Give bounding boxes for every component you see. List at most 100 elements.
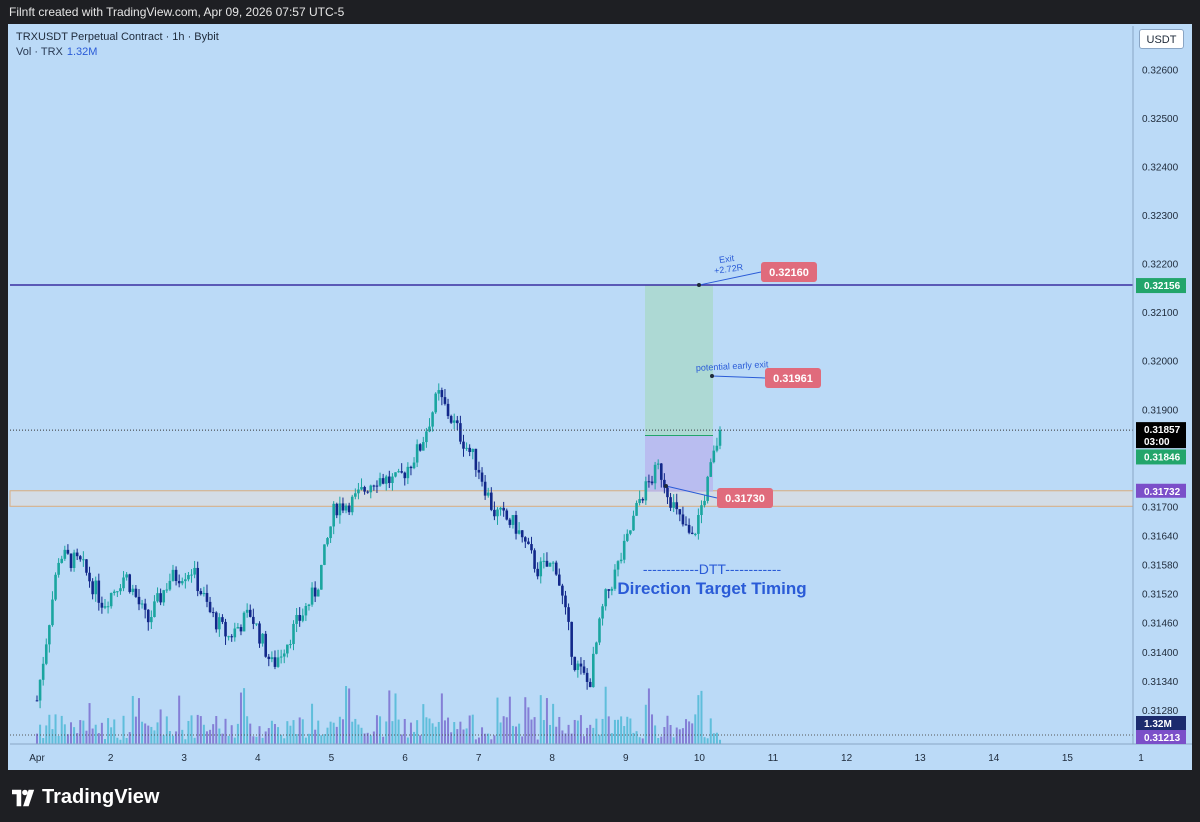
x-tick-label: 14 (988, 753, 1000, 764)
volume-bar (141, 721, 144, 744)
candle-body (452, 420, 456, 423)
candle-body (700, 505, 703, 516)
exit-label-tag (761, 262, 817, 282)
candle-body (326, 538, 329, 545)
candle-body (641, 498, 645, 501)
volume-bar (261, 737, 264, 744)
candle-body (601, 606, 604, 619)
candle-body (233, 628, 237, 638)
exit-label-text: 0.32160 (769, 267, 809, 279)
stop-label-anchor (664, 484, 668, 488)
candle-body (619, 559, 623, 562)
volume-bar (69, 722, 72, 744)
volume-bar (326, 727, 329, 744)
candle-body (146, 609, 150, 623)
volume-bar (171, 735, 174, 744)
volume-bar (91, 728, 94, 744)
volume-bar (706, 738, 709, 744)
volume-bar (199, 716, 202, 744)
candle-body (582, 666, 586, 673)
tradingview-icon (12, 789, 35, 806)
candle-body (48, 625, 51, 645)
volume-bar (273, 724, 276, 744)
y-tick-label: 0.31520 (1142, 590, 1179, 601)
volume-bar (712, 733, 715, 744)
volume-bar (490, 739, 493, 744)
volume-bar (307, 733, 310, 744)
volume-bar (134, 716, 137, 744)
volume-bar (184, 739, 187, 744)
bottom-price-tag-bg (1136, 730, 1186, 744)
volume-bar (233, 737, 236, 744)
volume-bar (474, 739, 477, 744)
volume-bar (434, 726, 437, 744)
candle-body (289, 644, 292, 646)
candle-body (106, 606, 110, 608)
currency-button[interactable]: USDT (1139, 29, 1184, 49)
candle-body (508, 519, 512, 525)
candle-body (718, 430, 722, 446)
candle-body (517, 530, 521, 534)
candle-body (41, 663, 45, 680)
volume-bar (286, 721, 289, 744)
volume-bar (125, 737, 128, 744)
candle-body (570, 621, 573, 657)
candle-body (381, 478, 385, 484)
volume-value: 1.32M (66, 46, 98, 58)
volume-bar (212, 724, 215, 744)
volume-bar (629, 718, 632, 744)
candle-body (573, 656, 577, 670)
candle-body (474, 448, 478, 470)
candle-body (539, 561, 543, 577)
candle-body (595, 642, 598, 654)
volume-bar (419, 735, 422, 744)
y-tick-label: 0.32100 (1142, 308, 1179, 319)
volume-bar (348, 688, 351, 744)
chart-frame[interactable] (8, 24, 1192, 770)
volume-bar (595, 718, 598, 744)
candle-body (190, 574, 193, 576)
volume-bar (39, 724, 42, 744)
candle-body (366, 491, 369, 493)
volume-bar (85, 730, 88, 744)
candle-body (459, 423, 462, 442)
candle-body (712, 450, 716, 463)
volume-bar (162, 735, 165, 744)
candle-body (514, 515, 518, 534)
exit-label-pointer (698, 271, 762, 286)
candle-body (403, 472, 407, 479)
candle-body (418, 444, 422, 451)
candle-body (211, 612, 215, 614)
volume-bar (289, 725, 292, 744)
candle-body (63, 549, 67, 559)
volume-bar (277, 727, 280, 744)
candle-body (384, 476, 388, 484)
candle-body (88, 572, 91, 582)
candle-body (292, 623, 295, 645)
candle-body (239, 627, 243, 632)
volume-bar (168, 731, 171, 744)
volume-bar (82, 720, 85, 744)
candle-body (264, 633, 267, 657)
volume-bar (329, 721, 332, 744)
volume-bar (518, 723, 521, 744)
tradingview-logo[interactable]: TradingView (12, 786, 159, 809)
candle-body (524, 537, 527, 542)
candle-body (653, 464, 657, 484)
volume-bar (110, 727, 113, 744)
volume-bar (406, 737, 409, 744)
early-exit-label-pointer (711, 375, 766, 379)
candle-body (156, 593, 159, 602)
candle-body (635, 502, 638, 516)
volume-bar (626, 716, 629, 744)
volume-bar (338, 716, 341, 744)
volume-bar (641, 738, 644, 744)
volume-bar (617, 719, 620, 744)
volume-bar (579, 715, 582, 744)
candle-body (112, 591, 116, 593)
candle-body (255, 623, 258, 625)
volume-bar (270, 720, 273, 744)
candle-body (616, 561, 620, 570)
volume-bar (431, 723, 434, 744)
